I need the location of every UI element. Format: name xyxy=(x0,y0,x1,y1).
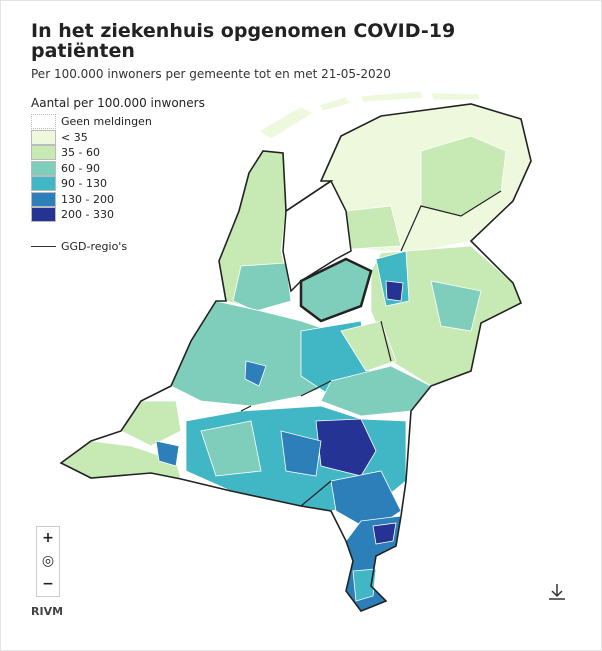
legend-label: 130 - 200 xyxy=(61,192,114,206)
zoom-control: + ◎ − xyxy=(36,526,60,597)
region xyxy=(372,522,397,545)
source: RIVM xyxy=(31,605,64,618)
region xyxy=(340,320,397,372)
region xyxy=(232,262,292,312)
region xyxy=(244,360,267,387)
ggd-boundary xyxy=(59,103,532,612)
legend-item: < 35 xyxy=(31,129,152,146)
legend-item: 90 - 130 xyxy=(31,176,152,192)
legend-swatch xyxy=(31,191,56,207)
legend-item: 35 - 60 xyxy=(31,145,152,161)
region xyxy=(430,280,482,332)
municipalities xyxy=(60,90,532,612)
legend-swatch xyxy=(31,114,56,130)
boundary-label: GGD-regio's xyxy=(61,240,128,253)
legend-title: Aantal per 100.000 inwoners xyxy=(31,96,205,110)
download-button[interactable] xyxy=(546,581,568,603)
ggd-boundary xyxy=(240,190,502,507)
island xyxy=(430,92,480,101)
legend-swatch xyxy=(31,207,56,223)
region xyxy=(352,568,377,602)
island xyxy=(360,90,424,103)
legend-label: 35 - 60 xyxy=(61,146,100,160)
region xyxy=(120,400,182,447)
legend-item: Geen meldingen xyxy=(31,114,152,130)
legend-item: 60 - 90 xyxy=(31,160,152,177)
legend-item: 200 - 330 xyxy=(31,207,152,223)
region xyxy=(345,205,402,250)
legend-label: Geen meldingen xyxy=(61,115,152,129)
legend-swatch xyxy=(31,129,56,145)
legend: Geen meldingen < 35 35 - 60 60 - 90 90 - 130… xyxy=(31,114,152,223)
zoom-out-button[interactable]: − xyxy=(42,576,54,592)
zoom-in-button[interactable]: + xyxy=(42,530,54,546)
legend-swatch xyxy=(31,176,56,192)
boundary-swatch xyxy=(31,246,56,247)
region xyxy=(155,440,180,467)
title: In het ziekenhuis opgenomen COVID-19 pat… xyxy=(31,20,456,62)
legend-label: 60 - 90 xyxy=(61,161,100,175)
legend-label: 200 - 330 xyxy=(61,208,114,222)
region xyxy=(315,418,377,477)
legend-label: 90 - 130 xyxy=(61,177,107,191)
ggd-boundary xyxy=(299,257,373,323)
legend-item: 130 - 200 xyxy=(31,191,152,208)
region xyxy=(385,280,404,302)
legend-swatch xyxy=(31,145,56,161)
lake xyxy=(282,179,352,293)
reset-button[interactable]: ◎ xyxy=(41,553,55,569)
subtitle: Per 100.000 inwoners per gemeente tot en… xyxy=(31,67,391,81)
legend-label: < 35 xyxy=(61,130,88,144)
island xyxy=(258,106,314,140)
island xyxy=(318,96,352,112)
region xyxy=(280,430,322,477)
legend-boundary: GGD-regio's xyxy=(31,240,127,253)
legend-swatch xyxy=(31,160,56,176)
region xyxy=(200,420,262,477)
